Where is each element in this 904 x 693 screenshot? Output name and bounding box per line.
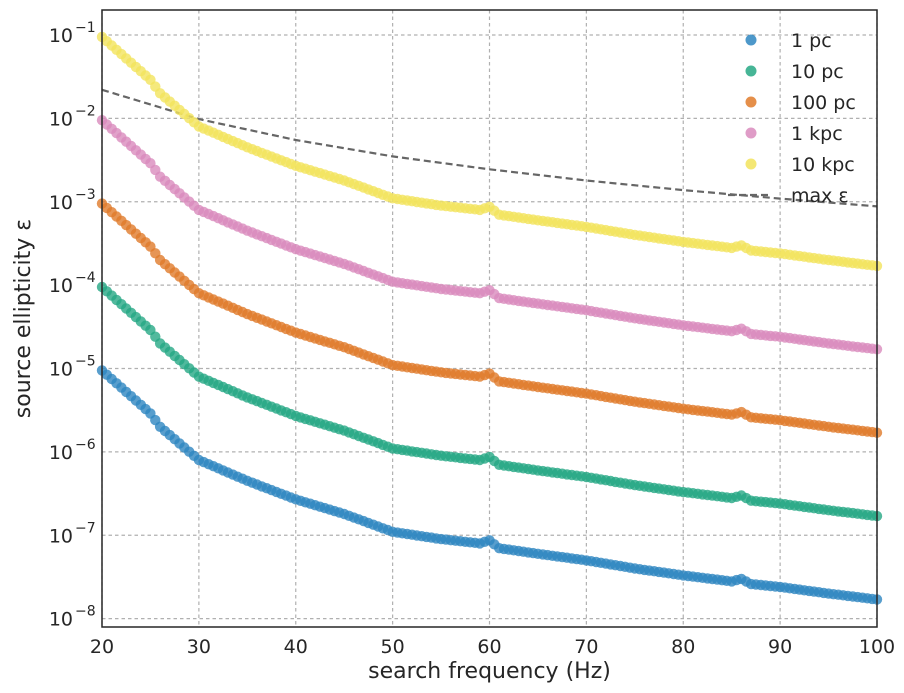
legend-marker (745, 96, 757, 108)
series-1-pc (96, 365, 883, 605)
legend-item: 1 kpc (745, 123, 843, 145)
y-tick-exponent: −8 (75, 604, 96, 620)
legend-label: 10 pc (791, 61, 844, 83)
x-axis-label: search frequency (Hz) (368, 659, 611, 684)
legend-marker (745, 158, 757, 170)
y-tick-label: 10 −3 (49, 187, 96, 214)
legend-item: max ε (728, 185, 849, 207)
y-tick-exponent: −4 (75, 270, 96, 286)
legend-marker (745, 127, 757, 139)
y-tick-base: 10 (49, 609, 73, 631)
series-100-pc (96, 198, 883, 438)
y-tick-labels: 10−110−210−310−410−510−610−710−8 (49, 20, 96, 631)
y-tick-base: 10 (49, 275, 73, 297)
legend-item: 10 pc (745, 61, 844, 83)
legend-label: 100 pc (791, 92, 856, 114)
series-10-kpc (96, 31, 883, 272)
y-tick-exponent: −6 (75, 437, 96, 453)
reference-line-layer (101, 88, 878, 208)
y-tick-base: 10 (49, 25, 73, 47)
x-tick-label: 30 (187, 636, 211, 658)
y-tick-base: 10 (49, 525, 73, 547)
legend-label: 10 kpc (791, 154, 855, 176)
x-tick-label: 90 (768, 636, 792, 658)
legend-marker (745, 65, 757, 77)
y-tick-exponent: −2 (75, 103, 96, 119)
legend-label: 1 pc (791, 30, 832, 52)
y-tick-label: 10 −1 (49, 20, 96, 47)
legend-item: 1 pc (745, 30, 832, 52)
data-points-layer (96, 31, 883, 605)
series-1-kpc (96, 115, 883, 355)
legend-label: max ε (791, 185, 849, 207)
x-tick-label: 40 (284, 636, 308, 658)
y-tick-exponent: −5 (75, 354, 96, 370)
legend-item: 10 kpc (745, 154, 855, 176)
y-tick-base: 10 (49, 192, 73, 214)
x-tick-label: 20 (90, 636, 114, 658)
y-tick-base: 10 (49, 108, 73, 130)
legend-marker (745, 34, 757, 46)
y-tick-label: 10 −8 (49, 604, 96, 631)
y-tick-label: 10 −7 (49, 520, 96, 547)
legend-label: 1 kpc (791, 123, 843, 145)
legend: 1 pc 10 pc 100 pc 1 kpc 10 kpc max ε (728, 30, 856, 207)
y-tick-label: 10 −2 (49, 103, 96, 130)
y-tick-exponent: −1 (75, 20, 96, 36)
y-tick-exponent: −7 (75, 520, 96, 536)
y-tick-label: 10 −6 (49, 437, 96, 464)
x-tick-label: 50 (381, 636, 405, 658)
x-tick-label: 70 (574, 636, 598, 658)
y-tick-label: 10 −4 (49, 270, 96, 297)
y-tick-base: 10 (49, 442, 73, 464)
x-tick-label: 100 (859, 636, 895, 658)
x-tick-label: 80 (671, 636, 695, 658)
plot-frame (101, 9, 878, 628)
x-tick-labels: 20 30 40 50 60 70 80 90 100 (90, 636, 895, 658)
y-tick-base: 10 (49, 359, 73, 381)
legend-item: 100 pc (745, 92, 856, 114)
y-tick-label: 10 −5 (49, 354, 96, 381)
y-tick-exponent: −3 (75, 187, 96, 203)
y-axis-label: source ellipticity ε (11, 219, 36, 418)
series-10-pc (96, 281, 883, 522)
max-epsilon-line (101, 88, 878, 208)
x-tick-label: 60 (477, 636, 501, 658)
